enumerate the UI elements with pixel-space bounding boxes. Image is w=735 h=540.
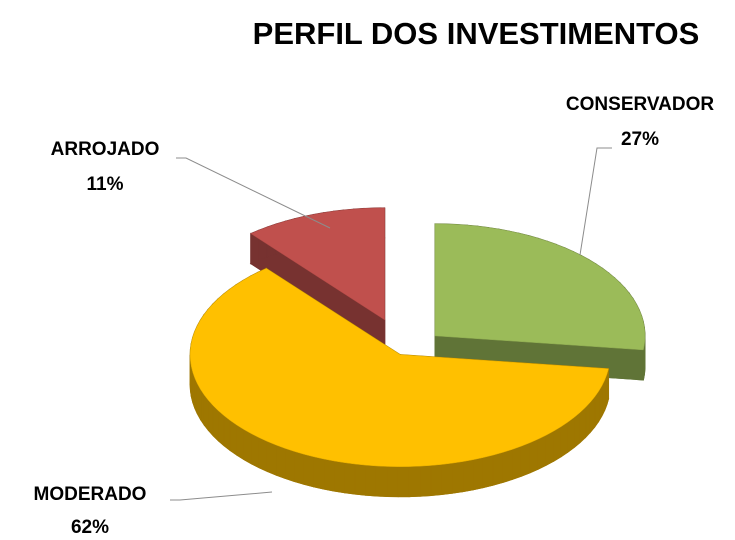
slice-side — [502, 448, 513, 484]
slice-side — [284, 447, 295, 483]
chart-title: PERFIL DOS INVESTIMENTOS — [253, 16, 700, 51]
slice-side — [365, 464, 377, 497]
slice-side — [313, 456, 325, 490]
slice-label: CONSERVADOR — [566, 94, 714, 115]
slice-side — [441, 462, 453, 496]
slice-side — [203, 393, 209, 432]
slice-side — [236, 424, 245, 461]
slice-side — [250, 432, 260, 469]
slice-side — [537, 434, 547, 470]
slice-side — [482, 454, 494, 489]
slice-side — [545, 430, 555, 466]
slice-side — [589, 395, 596, 434]
slice-side — [451, 461, 464, 494]
slice-side — [553, 425, 562, 462]
slice-value-label: 62% — [71, 517, 109, 538]
slice-side — [397, 466, 410, 498]
leader-line — [176, 157, 331, 229]
slice-side — [200, 387, 205, 427]
slice-side — [462, 459, 474, 493]
slice-side — [333, 460, 345, 494]
slice-side — [567, 416, 575, 454]
leader-line — [579, 147, 612, 256]
pie-slice — [434, 223, 646, 351]
slice-side — [472, 456, 484, 491]
slice-label: MODERADO — [34, 484, 147, 505]
leader-line — [170, 491, 273, 501]
slice-side — [511, 445, 522, 481]
slice-side — [560, 421, 569, 458]
slice-side — [492, 451, 504, 486]
slice-side — [343, 462, 356, 495]
slice-side — [258, 436, 268, 473]
slice-side — [430, 463, 443, 497]
slice-side — [323, 458, 335, 492]
slice-side — [419, 464, 432, 497]
slice-side — [293, 450, 305, 485]
slice-side — [207, 398, 214, 437]
slice-side — [354, 463, 367, 496]
slice-side — [529, 438, 539, 474]
slice-side — [386, 465, 399, 498]
slice-side — [520, 442, 531, 477]
slice-side — [303, 453, 315, 488]
slice-value-label: 27% — [621, 129, 659, 150]
slice-side — [243, 428, 252, 465]
slice-label: ARROJADO — [51, 139, 160, 160]
slice-side — [408, 465, 421, 498]
slice-side — [573, 411, 581, 449]
slice-value-label: 11% — [87, 174, 124, 195]
slice-side — [579, 406, 587, 444]
pie-slice — [250, 207, 385, 321]
slice-side — [266, 440, 277, 476]
slice-side — [594, 389, 600, 429]
slice-side — [212, 404, 219, 442]
slice-side — [375, 465, 388, 497]
slice-side — [217, 409, 225, 447]
slice-side — [223, 414, 231, 452]
pie-slice — [189, 268, 609, 467]
slice-side — [275, 444, 286, 480]
slice-side — [585, 400, 591, 439]
slice-side — [229, 419, 238, 456]
